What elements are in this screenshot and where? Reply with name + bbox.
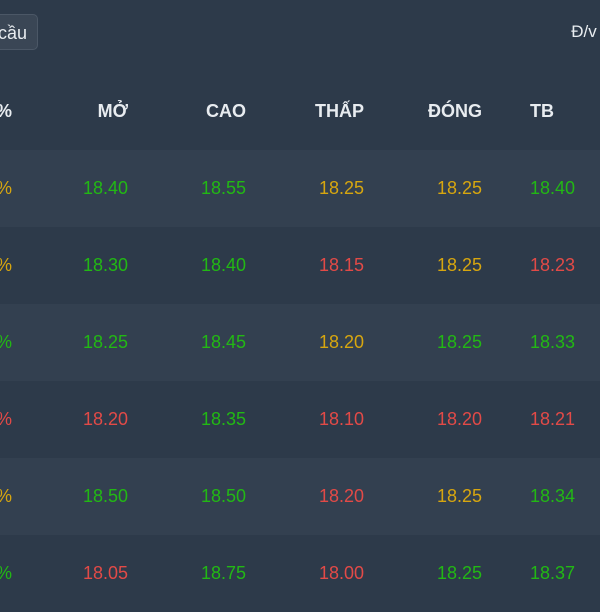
cell-average: 18.33 [530, 332, 576, 352]
cell-open: 18.40 [82, 178, 128, 198]
cell-percent: % [0, 150, 12, 227]
cell-close: 18.20 [436, 409, 482, 429]
table-row[interactable]: % 18.25 18.45 18.20 18.25 18.33 [0, 304, 600, 381]
cell-low: 18.15 [318, 255, 364, 275]
cell-high: 18.55 [200, 178, 246, 198]
cell-open: 18.25 [82, 332, 128, 352]
filter-button[interactable]: cầu [0, 14, 38, 50]
header-high[interactable]: CAO [206, 100, 246, 121]
cell-close: 18.25 [436, 332, 482, 352]
table-row[interactable]: % 18.50 18.50 18.20 18.25 18.34 [0, 458, 600, 535]
cell-percent: % [0, 458, 12, 535]
cell-low: 18.25 [318, 178, 364, 198]
cell-close: 18.25 [436, 178, 482, 198]
cell-high: 18.50 [200, 486, 246, 506]
cell-percent: % [0, 535, 12, 612]
cell-close: 18.25 [436, 486, 482, 506]
cell-open: 18.05 [82, 563, 128, 583]
cell-percent: % [0, 304, 12, 381]
header-percent[interactable]: % [0, 72, 12, 150]
cell-low: 18.20 [318, 486, 364, 506]
cell-average: 18.23 [530, 255, 576, 275]
header-low[interactable]: THẤP [315, 100, 364, 121]
cell-average: 18.40 [530, 178, 576, 198]
header-open[interactable]: MỞ [97, 100, 128, 121]
unit-label: Đ/v k [571, 22, 600, 41]
table-row[interactable]: % 18.05 18.75 18.00 18.25 18.37 [0, 535, 600, 612]
table-header: % MỞ CAO THẤP ĐÓNG TB [0, 72, 600, 150]
cell-low: 18.00 [318, 563, 364, 583]
cell-open: 18.50 [82, 486, 128, 506]
cell-close: 18.25 [436, 255, 482, 275]
cell-average: 18.34 [530, 486, 576, 506]
header-close[interactable]: ĐÓNG [428, 100, 482, 121]
cell-low: 18.20 [318, 332, 364, 352]
table-row[interactable]: % 18.40 18.55 18.25 18.25 18.40 [0, 150, 600, 227]
cell-average: 18.37 [530, 563, 576, 583]
table-row[interactable]: % 18.30 18.40 18.15 18.25 18.23 [0, 227, 600, 304]
toolbar: cầu Đ/v k [0, 0, 600, 72]
cell-open: 18.30 [82, 255, 128, 275]
cell-close: 18.25 [436, 563, 482, 583]
table-row[interactable]: % 18.20 18.35 18.10 18.20 18.21 [0, 381, 600, 458]
cell-high: 18.75 [200, 563, 246, 583]
cell-open: 18.20 [82, 409, 128, 429]
cell-high: 18.40 [200, 255, 246, 275]
cell-percent: % [0, 227, 12, 304]
cell-average: 18.21 [530, 409, 576, 429]
cell-low: 18.10 [318, 409, 364, 429]
header-average[interactable]: TB [530, 100, 554, 121]
cell-percent: % [0, 381, 12, 458]
cell-high: 18.35 [200, 409, 246, 429]
cell-high: 18.45 [200, 332, 246, 352]
